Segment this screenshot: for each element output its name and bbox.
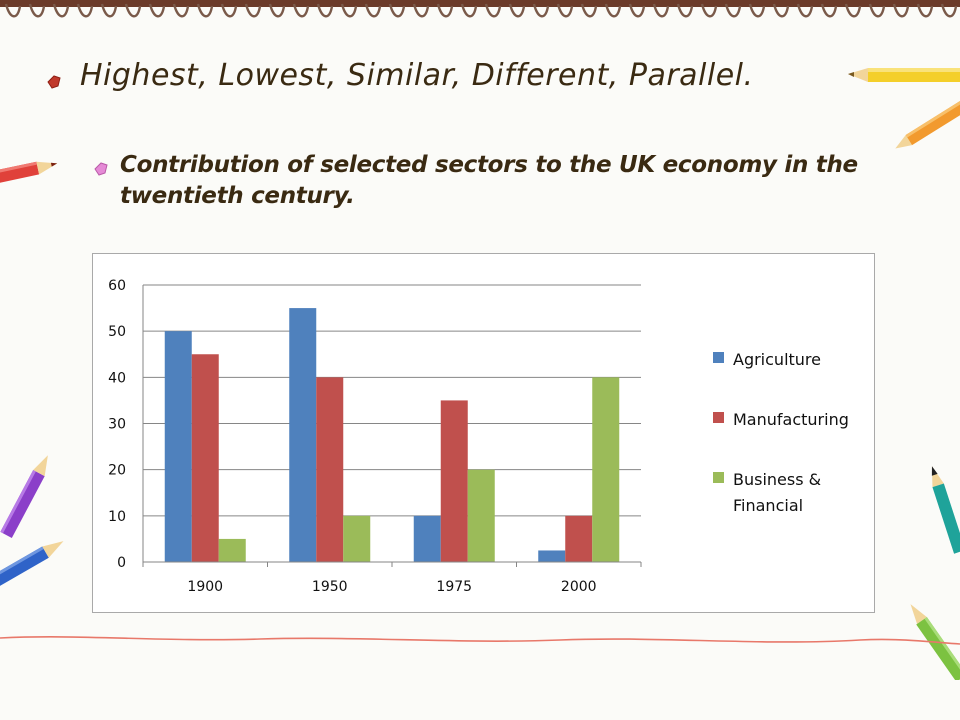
bar-business-financial-2000	[592, 377, 620, 562]
y-tick-label: 60	[108, 278, 126, 294]
x-tick-label: 1900	[187, 579, 223, 595]
bar-chart: 0 10 20 30 40 50 60 1900 1950 1975 2000	[108, 278, 642, 595]
spiral-ring	[820, 3, 838, 18]
bar-manufacturing-1900	[191, 354, 219, 562]
bar-agriculture-2000	[538, 550, 566, 562]
y-tick-label: 10	[108, 509, 126, 525]
spiral-ring	[148, 3, 166, 18]
bar-agriculture-1900	[164, 331, 192, 562]
teal-pencil-icon	[931, 466, 960, 554]
spiral-ring	[388, 3, 406, 18]
chart-container: 0 10 20 30 40 50 60 1900 1950 1975 2000 Agricultur…	[92, 253, 875, 613]
spiral-ring	[220, 3, 238, 18]
red-pencil-icon	[0, 161, 58, 187]
spiral-ring	[796, 3, 814, 18]
yellow-pencil-icon	[848, 68, 960, 82]
y-tick-label: 50	[108, 324, 126, 340]
y-tick-label: 40	[108, 370, 126, 386]
spiral-binding	[0, 0, 960, 18]
spiral-ring	[52, 3, 70, 18]
slide-title: Highest, Lowest, Similar, Different, Par…	[80, 58, 754, 93]
spiral-ring	[844, 3, 862, 18]
spiral-ring	[676, 3, 694, 18]
slide-subtitle: Contribution of selected sectors to the …	[120, 152, 858, 209]
spiral-ring	[628, 3, 646, 18]
bar-manufacturing-1975	[440, 400, 468, 562]
spiral-ring	[340, 3, 358, 18]
spiral-ring	[724, 3, 742, 18]
y-tick-label: 20	[108, 463, 126, 479]
spiral-ring	[364, 3, 382, 18]
spiral-ring	[100, 3, 118, 18]
bar-agriculture-1975	[413, 515, 441, 562]
spiral-ring	[772, 3, 790, 18]
bar-manufacturing-2000	[565, 515, 593, 562]
spiral-ring	[316, 3, 334, 18]
subtitle-bullet-icon	[94, 162, 108, 176]
spiral-ring	[748, 3, 766, 18]
spiral-ring	[460, 3, 478, 18]
bar-manufacturing-1950	[316, 377, 344, 562]
x-tick-label: 2000	[561, 579, 597, 595]
blue-pencil-icon	[0, 541, 64, 592]
orange-pencil-icon	[895, 100, 960, 149]
bar-business-financial-1975	[467, 469, 495, 562]
spiral-ring	[868, 3, 886, 18]
spiral-ring	[652, 3, 670, 18]
y-tick-label: 0	[117, 555, 126, 571]
spiral-ring	[580, 3, 598, 18]
spiral-ring	[172, 3, 190, 18]
spiral-ring	[268, 3, 286, 18]
spiral-ring	[28, 3, 46, 18]
spiral-ring	[700, 3, 718, 18]
bar-business-financial-1950	[343, 515, 371, 562]
spiral-ring	[508, 3, 526, 18]
legend-label: Business & Financial	[733, 470, 822, 515]
legend-swatch	[713, 472, 724, 483]
y-tick-label: 30	[108, 417, 126, 433]
legend-label: Manufacturing	[733, 410, 849, 429]
bar-agriculture-1950	[289, 308, 317, 562]
red-underline	[0, 636, 960, 645]
x-tick-label: 1950	[312, 579, 348, 595]
spiral-ring	[76, 3, 94, 18]
spiral-ring	[244, 3, 262, 18]
legend-label: Agriculture	[733, 350, 821, 369]
spiral-ring	[412, 3, 430, 18]
spiral-ring	[604, 3, 622, 18]
spiral-ring	[916, 3, 934, 18]
spiral-ring	[292, 3, 310, 18]
spiral-ring	[532, 3, 550, 18]
spiral-ring	[892, 3, 910, 18]
legend-swatch	[713, 412, 724, 423]
purple-pencil-icon	[0, 455, 48, 538]
spiral-ring	[556, 3, 574, 18]
title-bullet-icon	[47, 75, 61, 89]
spiral-ring	[196, 3, 214, 18]
green-pencil-icon	[910, 604, 960, 680]
spiral-ring	[436, 3, 454, 18]
spiral-ring	[484, 3, 502, 18]
spiral-ring	[4, 3, 22, 18]
spiral-ring	[940, 3, 958, 18]
x-tick-label: 1975	[436, 579, 472, 595]
bar-business-financial-1900	[218, 538, 246, 562]
legend-swatch	[713, 352, 724, 363]
spiral-ring	[124, 3, 142, 18]
